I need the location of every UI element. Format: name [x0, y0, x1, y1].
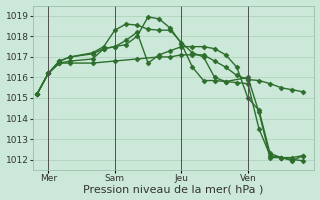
- X-axis label: Pression niveau de la mer( hPa ): Pression niveau de la mer( hPa ): [84, 184, 264, 194]
